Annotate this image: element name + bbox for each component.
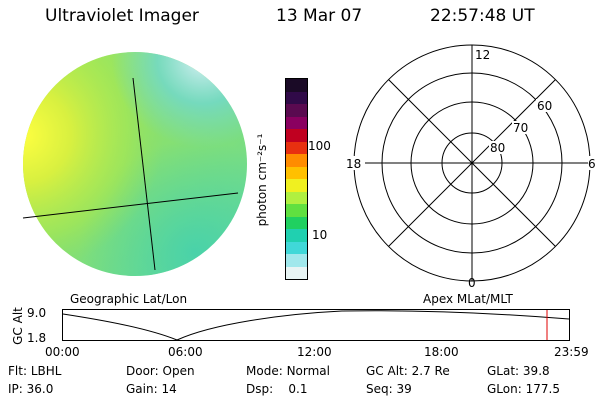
mlt-label-right: 6 [588, 157, 596, 171]
geo-longitude-line [132, 77, 156, 271]
colorbar-swatch [286, 204, 307, 217]
colorbar-swatch [286, 116, 307, 129]
colorbar-swatch [286, 229, 307, 242]
geographic-grid-label: Geographic Lat/Lon [70, 292, 188, 306]
gc-alt-value: 2.7 Re [411, 364, 450, 378]
instrument-title: Ultraviolet Imager [45, 6, 199, 26]
colorbar-swatch [286, 91, 307, 104]
colorbar-swatch [286, 104, 307, 117]
colorbar-swatch [286, 141, 307, 154]
status-dsp: Dsp: 0.1 [246, 382, 308, 396]
colorbar-swatch [286, 166, 307, 179]
gain-value: 14 [161, 382, 177, 396]
polar-grid-plot: 12 18 6 0 60 70 80 [345, 44, 598, 290]
colorbar-swatch [286, 254, 307, 267]
apex-grid-label: Apex MLat/MLT [423, 292, 513, 306]
status-glon: GLon: 177.5 [487, 382, 560, 396]
status-ip: IP: 36.0 [8, 382, 54, 396]
colorbar-unit-label: photon cm⁻²s⁻¹ [255, 133, 269, 227]
lat-label-70: 70 [513, 121, 528, 135]
door-value: Open [162, 364, 195, 378]
altitude-plot-frame [62, 309, 570, 341]
colorbar-swatch [286, 216, 307, 229]
mlt-label-top: 12 [475, 48, 490, 62]
altitude-curve [62, 310, 570, 341]
colorbar-tick-10: 10 [312, 228, 328, 242]
status-mode: Mode: Normal [246, 364, 330, 378]
geo-latitude-line [22, 192, 239, 219]
colorbar-swatch [286, 191, 307, 204]
colorbar-swatch [286, 241, 307, 254]
mlt-label-left: 18 [346, 157, 361, 171]
colorbar-tick-100: 100 [308, 139, 331, 153]
mode-value: Normal [286, 364, 330, 378]
mlt-label-bottom: 0 [468, 276, 476, 290]
ip-value: 36.0 [26, 382, 54, 396]
polar-diagonal-2 [388, 79, 556, 247]
status-glat: GLat: 39.8 [487, 364, 550, 378]
altitude-tick-min: 1.8 [27, 331, 47, 345]
lat-label-60: 60 [537, 99, 552, 113]
status-gain: Gain: 14 [126, 382, 177, 396]
altitude-tick-max: 9.0 [27, 306, 47, 320]
colorbar-swatch [286, 79, 307, 92]
altitude-plot [62, 309, 570, 341]
uv-earth-image [22, 52, 247, 276]
intensity-colorbar [285, 78, 308, 280]
dsp-value: 0.1 [288, 382, 308, 396]
glon-value: 177.5 [525, 382, 560, 396]
colorbar-swatch [286, 129, 307, 142]
seq-value: 39 [396, 382, 412, 396]
colorbar-swatch [286, 179, 307, 192]
colorbar-swatch [286, 266, 307, 279]
status-filter: Flt: LBHL [8, 364, 62, 378]
status-door: Door: Open [126, 364, 195, 378]
time-tick-0600: 06:00 [168, 345, 203, 359]
observation-time: 22:57:48 UT [430, 6, 535, 26]
glat-value: 39.8 [522, 364, 550, 378]
lat-label-80: 80 [490, 141, 505, 155]
status-seq: Seq: 39 [366, 382, 412, 396]
time-tick-0000: 00:00 [45, 345, 80, 359]
time-tick-1200: 12:00 [297, 345, 332, 359]
filter-value: LBHL [30, 364, 62, 378]
time-tick-1800: 18:00 [424, 345, 459, 359]
colorbar-swatch [286, 154, 307, 167]
status-gc-alt: GC Alt: 2.7 Re [366, 364, 450, 378]
time-tick-2359: 23:59 [554, 345, 589, 359]
observation-date: 13 Mar 07 [276, 6, 363, 26]
altitude-axis-label: GC Alt [11, 307, 25, 345]
